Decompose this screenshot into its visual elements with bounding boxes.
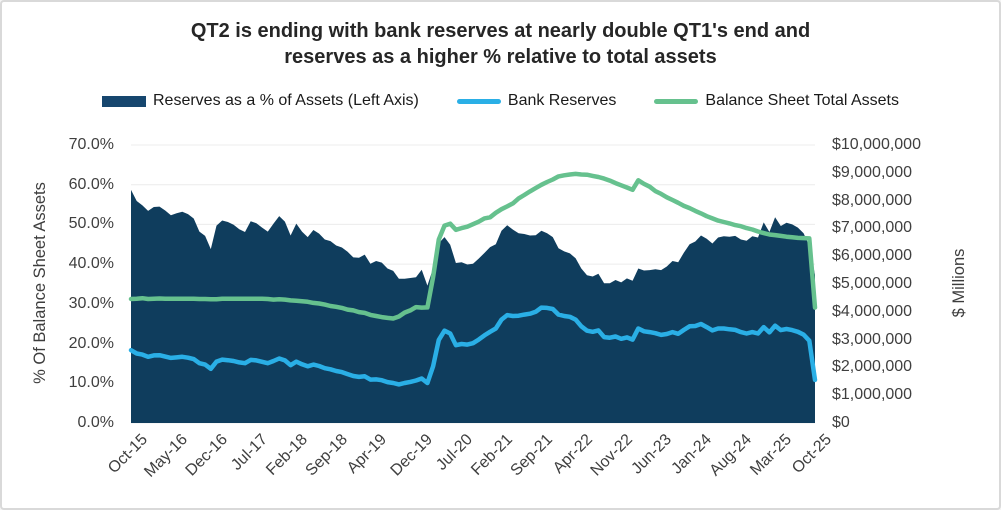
total-assets-line-series: [128, 171, 818, 321]
right-axis-tick-label: $0: [832, 414, 850, 431]
left-axis-tick-label: 30.0%: [68, 294, 114, 312]
left-axis-tick-label: 0.0%: [77, 414, 114, 431]
bank-reserves-swatch: [456, 98, 501, 104]
legend-item-total-assets: Balance Sheet Total Assets: [654, 92, 899, 110]
reserves-pct-swatch: [102, 95, 146, 107]
right-axis-tick-label: $8,000,000: [832, 191, 913, 209]
legend-item-bank-reserves: Bank Reserves: [456, 92, 617, 110]
legend-item-reserves-pct: Reserves as a % of Assets (Left Axis): [102, 92, 419, 110]
legend-label-bank-reserves: Bank Reserves: [507, 92, 617, 109]
chart-title-line1: QT2 is ending with bank reserves at near…: [190, 20, 811, 42]
right-axis-tick-label: $6,000,000: [832, 247, 913, 265]
right-axis-tick-label: $9,000,000: [832, 163, 913, 181]
right-axis-tick-label: $7,000,000: [832, 219, 913, 237]
chart-title: QT2 is ending with bank reserves at near…: [2, 18, 999, 70]
right-axis-tick-label: $3,000,000: [832, 330, 913, 348]
legend: Reserves as a % of Assets (Left Axis) Ba…: [2, 92, 999, 110]
left-axis-tick-label: 50.0%: [68, 215, 114, 233]
left-axis-tick-label: 10.0%: [68, 374, 114, 392]
left-axis-tick-label: 20.0%: [68, 334, 114, 352]
left-axis-tick-label: 60.0%: [68, 175, 114, 193]
right-axis-tick-label: $4,000,000: [832, 302, 913, 320]
right-axis-tick-label: $1,000,000: [832, 386, 913, 404]
bank-reserves-line-series: [128, 305, 818, 387]
left-axis-tick-label: 70.0%: [68, 136, 114, 153]
chart-title-line2: reserves as a higher % relative to total…: [284, 46, 717, 68]
legend-label-total-assets: Balance Sheet Total Assets: [705, 92, 899, 109]
right-axis-tick-label: $10,000,000: [832, 136, 921, 153]
total-assets-swatch: [654, 98, 699, 104]
legend-label-reserves-pct: Reserves as a % of Assets (Left Axis): [153, 92, 419, 109]
right-axis-tick-label: $5,000,000: [832, 275, 913, 292]
right-axis-tick-label: $2,000,000: [832, 358, 913, 376]
left-axis-tick-label: 40.0%: [68, 255, 114, 273]
